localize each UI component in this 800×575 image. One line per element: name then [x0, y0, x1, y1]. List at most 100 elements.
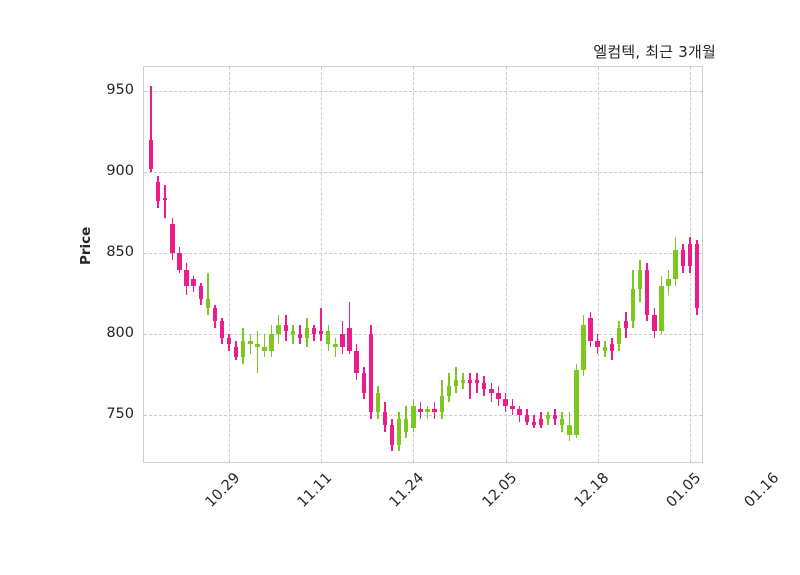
candle-wick [476, 373, 478, 393]
candle-body [446, 386, 451, 396]
gridline-horizontal [144, 91, 702, 93]
candle-body [588, 318, 593, 341]
candle-body [482, 382, 487, 390]
candle-wick [533, 415, 535, 429]
y-tick-label: 950 [106, 82, 134, 99]
candle-body [404, 418, 409, 432]
candle-body [389, 425, 395, 445]
candle-body [574, 370, 579, 435]
candle-body [489, 389, 494, 393]
gridline-vertical [321, 67, 323, 462]
candle-body [545, 415, 551, 419]
y-tick-label: 800 [106, 325, 134, 342]
x-tick-label: 11.24 [387, 470, 428, 511]
candle-body [474, 379, 480, 383]
candle-body [602, 347, 607, 351]
candle-body [290, 331, 296, 335]
gridline-horizontal [144, 172, 702, 174]
candle-body [170, 224, 175, 254]
candle-body [396, 418, 402, 445]
candle-body [652, 314, 657, 332]
candle-body [694, 243, 700, 309]
candle-wick [334, 337, 337, 358]
candle-body [297, 334, 303, 338]
candle-body [311, 327, 317, 335]
candle-body [616, 327, 622, 345]
candle-body [191, 279, 196, 286]
candle-wick [547, 412, 549, 426]
candle-body [276, 324, 281, 335]
y-tick-label: 850 [106, 244, 134, 261]
candle-body [205, 298, 210, 309]
chart-title: 엘컴텍, 최근 3개월 [593, 43, 716, 61]
candle-body [255, 344, 260, 348]
candle-body [248, 340, 253, 345]
candle-wick [469, 373, 471, 400]
candle-body [638, 269, 643, 289]
candle-body [226, 337, 232, 345]
x-tick-label: 11.11 [294, 470, 336, 511]
candle-body [347, 327, 352, 351]
candle-body [432, 408, 437, 413]
candle-body [552, 415, 558, 419]
candle-body [411, 405, 416, 429]
candle-body [531, 421, 537, 426]
candle-body [659, 285, 664, 332]
candle-body [262, 347, 267, 351]
candle-body [163, 198, 168, 200]
candle-body [233, 347, 239, 358]
y-tick-label: 900 [106, 163, 134, 180]
candle-wick [206, 272, 209, 315]
candle-wick [164, 185, 167, 218]
candle-body [645, 269, 650, 315]
candle-body [439, 395, 444, 413]
candle-body [418, 408, 423, 413]
candle-body [538, 418, 544, 426]
candle-body [382, 412, 388, 426]
gridline-vertical [229, 67, 231, 462]
gridline-horizontal [144, 253, 702, 255]
candle-body [148, 139, 154, 170]
plot-area [143, 66, 703, 463]
candle-body [340, 334, 345, 348]
candle-wick [263, 334, 266, 358]
candle-body [375, 392, 381, 413]
candle-wick [249, 334, 252, 354]
candle-body [673, 250, 678, 280]
candle-body [581, 324, 586, 370]
candle-body [368, 334, 374, 413]
gridline-horizontal [144, 334, 702, 336]
gridline-vertical [413, 67, 415, 462]
candle-body [467, 379, 473, 383]
candle-body [623, 321, 629, 328]
gridline-vertical [597, 67, 599, 462]
candle-body [177, 253, 182, 270]
x-tick-label: 01.05 [663, 470, 705, 511]
x-tick-label: 01.16 [741, 470, 783, 511]
candle-body [524, 415, 529, 422]
candle-body [595, 340, 600, 348]
candle-body [425, 408, 430, 413]
y-tick-label: 750 [106, 406, 134, 423]
candle-body [460, 379, 466, 383]
candle-body [680, 250, 685, 267]
candle-body [326, 331, 331, 345]
candle-body [361, 373, 366, 393]
candle-wick [292, 324, 294, 345]
candle-body [517, 408, 522, 416]
candle-wick [150, 86, 152, 173]
candle-body [354, 350, 359, 374]
candle-body [241, 340, 246, 358]
gridline-horizontal [144, 415, 702, 417]
candle-body [609, 344, 615, 351]
candle-body [184, 269, 189, 286]
x-tick-label: 12.18 [571, 470, 612, 511]
y-axis-label: Price [78, 226, 94, 265]
candle-body [212, 308, 218, 322]
candle-wick [256, 331, 259, 374]
candle-wick [426, 405, 429, 419]
candle-body [219, 321, 225, 338]
candle-body [283, 324, 288, 332]
candle-body [510, 405, 515, 409]
